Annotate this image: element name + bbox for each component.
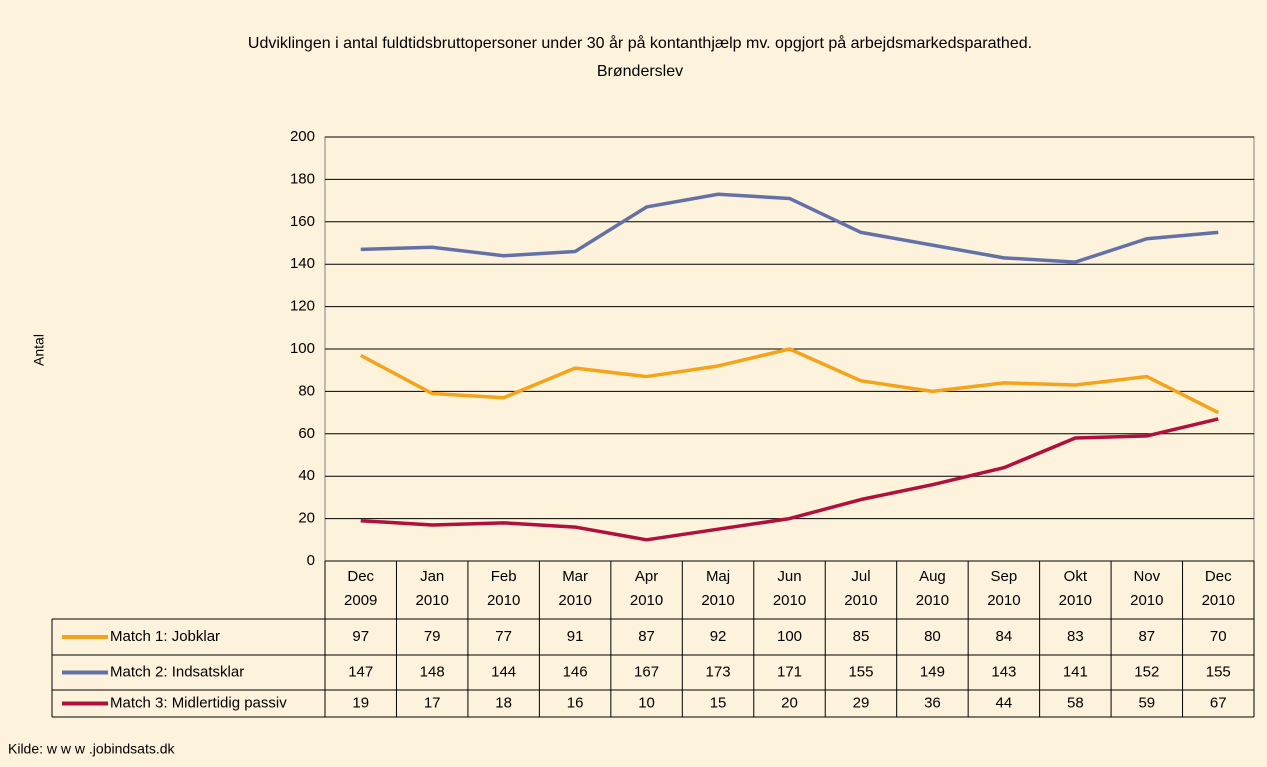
table-value: 92 xyxy=(710,628,727,645)
table-value: 87 xyxy=(1138,628,1155,645)
table-value: 70 xyxy=(1210,628,1227,645)
y-tick-label: 60 xyxy=(298,425,315,442)
table-value: 83 xyxy=(1067,628,1084,645)
table-value: 148 xyxy=(420,663,445,680)
table-value: 155 xyxy=(1206,663,1231,680)
table-value: 15 xyxy=(710,694,727,711)
table-value: 36 xyxy=(924,694,941,711)
table-value: 171 xyxy=(777,663,802,680)
table-value: 20 xyxy=(781,694,798,711)
table-value: 97 xyxy=(352,628,369,645)
table-value: 67 xyxy=(1210,694,1227,711)
table-value: 10 xyxy=(638,694,655,711)
y-tick-label: 0 xyxy=(307,552,315,569)
table-value: 59 xyxy=(1138,694,1155,711)
x-tick-label: Dec 2009 xyxy=(344,568,378,609)
legend-label: Match 3: Midlertidig passiv xyxy=(110,694,287,711)
y-tick-label: 80 xyxy=(298,382,315,399)
x-tick-label: Nov 2010 xyxy=(1130,568,1164,609)
x-tick-label: Apr 2010 xyxy=(629,568,664,609)
table-value: 87 xyxy=(638,628,655,645)
y-tick-label: 120 xyxy=(290,298,315,315)
source: Kilde: w w w .jobindsats.dk xyxy=(8,741,176,757)
x-tick-label: Jun 2010 xyxy=(772,568,807,609)
x-tick-label: Feb 2010 xyxy=(486,568,521,609)
x-tick-label: Sep 2010 xyxy=(987,568,1021,609)
table-value: 146 xyxy=(563,663,588,680)
x-tick-label: Okt 2010 xyxy=(1058,568,1093,609)
y-axis-label: Antal xyxy=(31,334,47,366)
table-value: 143 xyxy=(991,663,1016,680)
table-value: 141 xyxy=(1063,663,1088,680)
table-value: 167 xyxy=(634,663,659,680)
y-tick-label: 40 xyxy=(298,467,315,484)
table-value: 19 xyxy=(352,694,369,711)
table-value: 16 xyxy=(567,694,584,711)
table-value: 152 xyxy=(1134,663,1159,680)
table-value: 79 xyxy=(424,628,441,645)
y-tick-label: 100 xyxy=(290,340,315,357)
table-value: 147 xyxy=(348,663,373,680)
y-tick-label: 20 xyxy=(298,510,315,527)
table-value: 173 xyxy=(706,663,731,680)
table-value: 155 xyxy=(848,663,873,680)
table-value: 80 xyxy=(924,628,941,645)
y-tick-label: 140 xyxy=(290,255,315,272)
chart-title: Udviklingen i antal fuldtidsbruttoperson… xyxy=(247,35,1033,80)
table-value: 77 xyxy=(495,628,512,645)
table-value: 18 xyxy=(495,694,512,711)
legend-label: Match 1: Jobklar xyxy=(110,628,220,645)
x-tick-label: Dec 2010 xyxy=(1201,568,1235,609)
table-value: 17 xyxy=(424,694,441,711)
table-value: 85 xyxy=(853,628,870,645)
table-value: 91 xyxy=(567,628,584,645)
y-tick-label: 200 xyxy=(290,128,315,145)
table-value: 84 xyxy=(996,628,1013,645)
x-tick-label: Maj 2010 xyxy=(701,568,735,609)
table-value: 29 xyxy=(853,694,870,711)
table-value: 100 xyxy=(777,628,802,645)
table-value: 44 xyxy=(996,694,1013,711)
x-tick-label: Aug 2010 xyxy=(915,568,950,609)
x-tick-label: Mar 2010 xyxy=(558,568,592,609)
x-tick-label: Jan 2010 xyxy=(415,568,449,609)
table-value: 58 xyxy=(1067,694,1084,711)
table-value: 144 xyxy=(491,663,516,680)
table-value: 149 xyxy=(920,663,945,680)
x-tick-label: Jul 2010 xyxy=(844,568,878,609)
y-tick-label: 160 xyxy=(290,213,315,230)
y-tick-label: 180 xyxy=(290,170,315,187)
series-line xyxy=(360,192,1219,264)
series-line xyxy=(360,417,1219,542)
legend-label: Match 2: Indsatsklar xyxy=(110,663,244,680)
series-line xyxy=(359,347,1220,415)
